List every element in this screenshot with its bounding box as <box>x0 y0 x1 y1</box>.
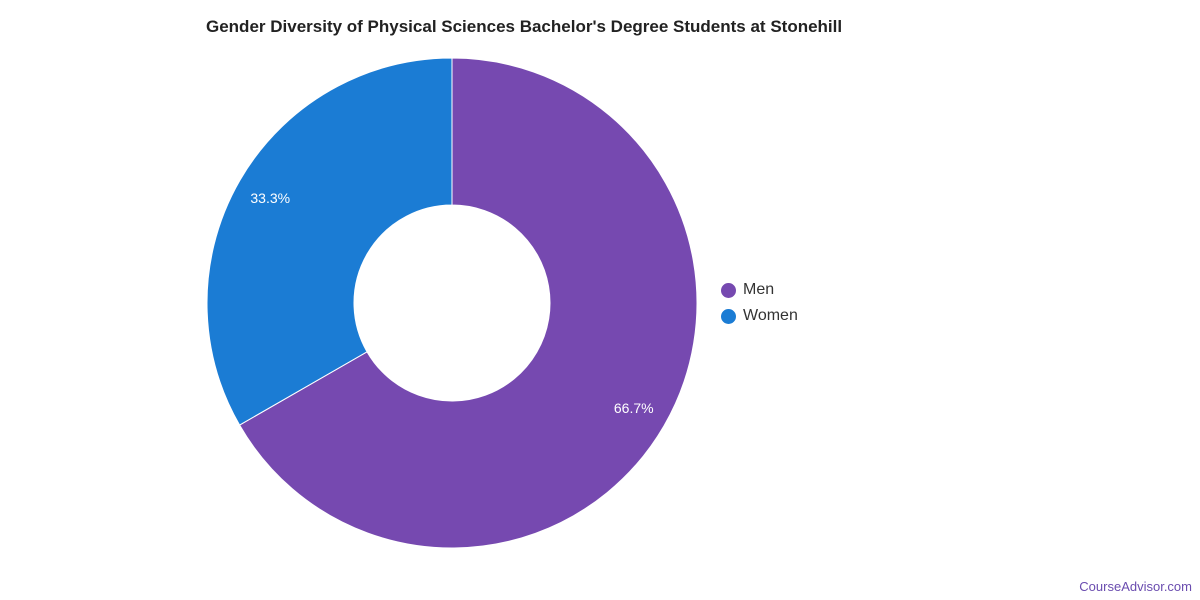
data-label-women: 33.3% <box>250 190 290 206</box>
data-label-men: 66.7% <box>614 400 654 416</box>
chart-title: Gender Diversity of Physical Sciences Ba… <box>206 17 843 36</box>
slice-women[interactable] <box>206 57 453 426</box>
legend-item-women[interactable]: Women <box>721 307 798 325</box>
watermark-link[interactable]: CourseAdvisor.com <box>1079 579 1192 594</box>
legend-label-women: Women <box>743 307 798 324</box>
legend-label-men: Men <box>743 281 775 298</box>
legend-swatch-men <box>721 282 736 298</box>
legend-item-men[interactable]: Men <box>721 281 774 299</box>
slice-men[interactable] <box>238 57 698 549</box>
legend-swatch-women <box>721 308 736 324</box>
